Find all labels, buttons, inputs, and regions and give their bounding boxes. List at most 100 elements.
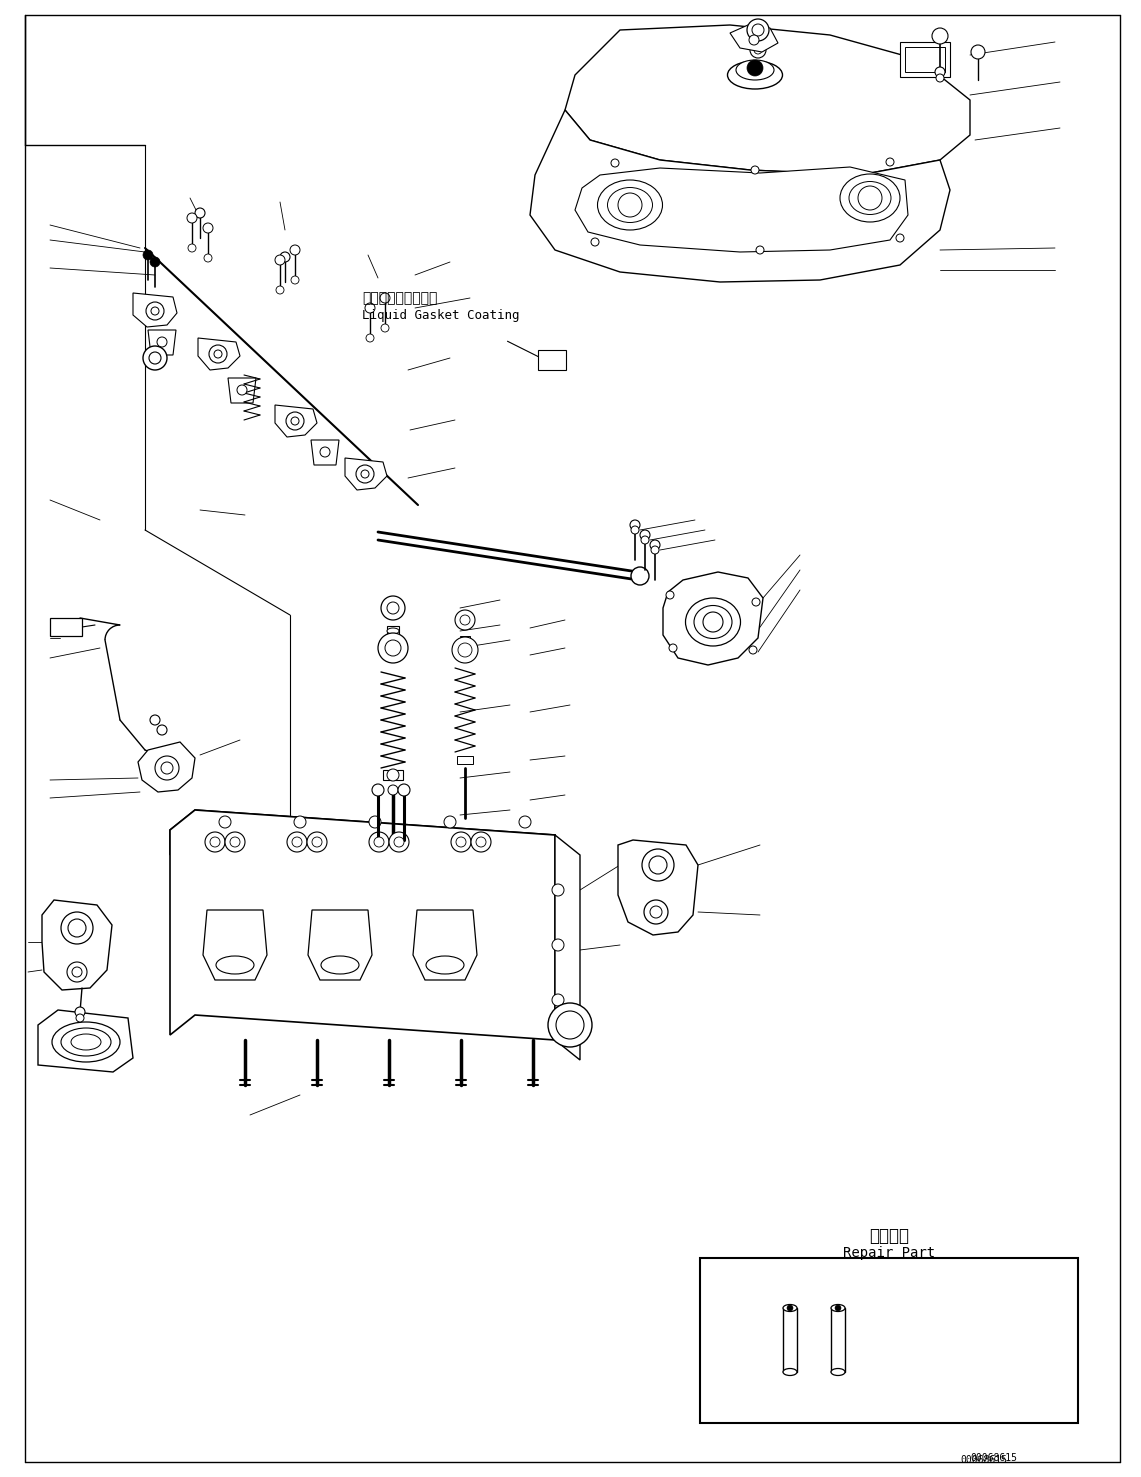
Ellipse shape [831, 1304, 845, 1312]
Circle shape [887, 158, 895, 165]
Circle shape [835, 1306, 841, 1312]
Circle shape [552, 885, 564, 897]
Polygon shape [413, 910, 477, 981]
Circle shape [389, 832, 408, 852]
Circle shape [752, 598, 760, 606]
Circle shape [618, 193, 642, 217]
Polygon shape [133, 292, 177, 326]
Circle shape [225, 832, 245, 852]
Circle shape [666, 591, 674, 600]
Circle shape [374, 837, 385, 846]
Circle shape [631, 567, 649, 585]
Circle shape [381, 323, 389, 332]
Ellipse shape [60, 1028, 111, 1056]
Circle shape [291, 276, 299, 284]
Bar [387, 626, 399, 637]
Circle shape [754, 46, 762, 55]
Polygon shape [148, 329, 176, 354]
Circle shape [319, 448, 330, 456]
Polygon shape [565, 25, 970, 174]
Circle shape [286, 412, 304, 430]
Ellipse shape [840, 174, 900, 222]
Circle shape [896, 233, 904, 242]
Circle shape [556, 1010, 584, 1038]
Circle shape [394, 837, 404, 846]
Circle shape [149, 257, 160, 267]
Circle shape [157, 725, 167, 736]
Circle shape [644, 899, 667, 925]
Circle shape [631, 526, 639, 535]
Bar [460, 637, 470, 644]
Circle shape [455, 610, 475, 631]
Circle shape [387, 770, 399, 781]
Circle shape [756, 247, 764, 254]
Circle shape [380, 292, 390, 303]
Ellipse shape [598, 180, 663, 230]
Ellipse shape [426, 956, 464, 973]
Circle shape [591, 238, 599, 247]
Circle shape [210, 837, 220, 846]
Circle shape [669, 644, 677, 651]
Text: 補用部品: 補用部品 [869, 1227, 909, 1245]
Polygon shape [730, 25, 778, 52]
Circle shape [294, 815, 306, 829]
Circle shape [146, 301, 164, 321]
Circle shape [452, 637, 478, 663]
Circle shape [471, 832, 491, 852]
Polygon shape [311, 440, 339, 465]
Circle shape [932, 28, 948, 44]
Circle shape [365, 303, 375, 313]
Circle shape [936, 74, 944, 83]
Circle shape [151, 307, 159, 315]
Circle shape [642, 849, 674, 880]
Circle shape [458, 642, 472, 657]
Circle shape [971, 44, 985, 59]
Circle shape [752, 24, 764, 35]
Circle shape [288, 832, 307, 852]
Circle shape [381, 597, 405, 620]
Polygon shape [345, 458, 387, 490]
Text: 00068615: 00068615 [970, 1453, 1017, 1464]
Ellipse shape [321, 956, 359, 973]
Circle shape [640, 530, 650, 541]
Polygon shape [663, 572, 763, 665]
Circle shape [369, 815, 381, 829]
Polygon shape [199, 338, 240, 371]
Circle shape [650, 905, 662, 919]
Bar [900, 41, 950, 77]
Text: 液状ガスケット塗布: 液状ガスケット塗布 [362, 291, 437, 304]
Circle shape [372, 784, 385, 796]
Circle shape [748, 35, 759, 44]
Text: Liquid Gasket Coating: Liquid Gasket Coating [362, 309, 519, 322]
Bar [458, 756, 474, 764]
Circle shape [219, 815, 230, 829]
Ellipse shape [387, 628, 399, 634]
Circle shape [187, 213, 197, 223]
Circle shape [451, 832, 471, 852]
Circle shape [934, 66, 945, 77]
Circle shape [76, 1015, 84, 1022]
Circle shape [378, 634, 408, 663]
Circle shape [369, 832, 389, 852]
Circle shape [356, 465, 374, 483]
Circle shape [385, 640, 400, 656]
Circle shape [858, 186, 882, 210]
Circle shape [610, 160, 620, 167]
Ellipse shape [736, 61, 774, 80]
Circle shape [75, 1007, 84, 1018]
Circle shape [641, 536, 649, 544]
Circle shape [161, 762, 173, 774]
Circle shape [548, 1003, 592, 1047]
Bar [699, 1258, 1078, 1422]
Polygon shape [618, 840, 698, 935]
Ellipse shape [783, 1304, 798, 1312]
Circle shape [703, 611, 723, 632]
Circle shape [387, 603, 399, 614]
Bar [783, 1309, 798, 1372]
Circle shape [149, 352, 161, 363]
Circle shape [361, 470, 369, 479]
Ellipse shape [783, 1369, 798, 1375]
Circle shape [60, 911, 94, 944]
Ellipse shape [686, 598, 741, 645]
Circle shape [398, 784, 410, 796]
